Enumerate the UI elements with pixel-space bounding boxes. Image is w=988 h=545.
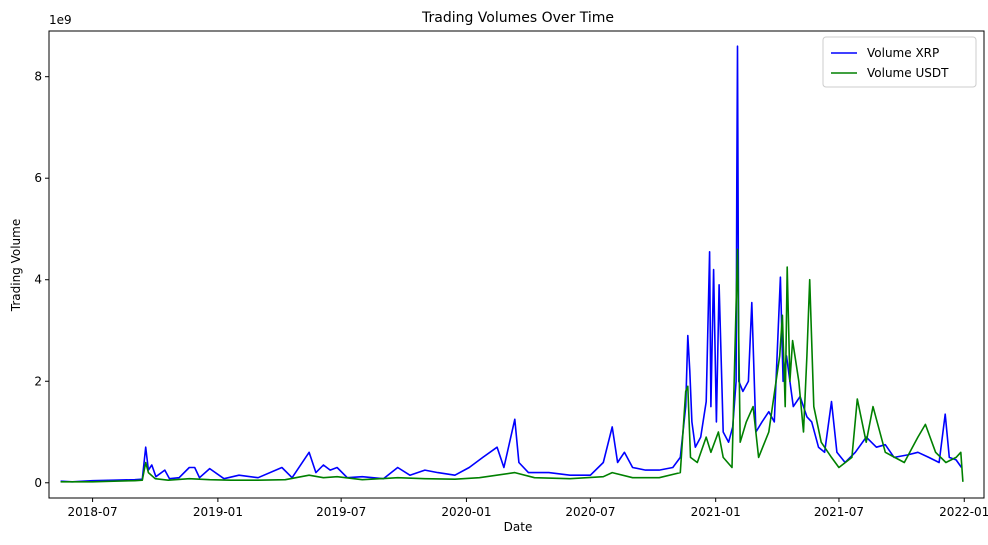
x-tick-label: 2019-01 bbox=[193, 505, 243, 519]
legend-box bbox=[822, 36, 977, 88]
x-tick-label: 2021-01 bbox=[691, 505, 741, 519]
legend-label-0: Volume XRP bbox=[867, 46, 939, 60]
series-line-0 bbox=[60, 45, 963, 483]
y-tick-label: 2 bbox=[34, 374, 42, 388]
x-tick-label: 2018-07 bbox=[68, 505, 118, 519]
y-axis-offset-label: 1e9 bbox=[49, 13, 72, 27]
chart-title: Trading Volumes Over Time bbox=[421, 10, 614, 26]
x-tick-label: 2020-07 bbox=[565, 505, 615, 519]
y-tick-label: 6 bbox=[34, 171, 42, 185]
x-axis-ticks: 2018-07 2019-01 2019-07 2020-01 2020-07 2021-… bbox=[68, 498, 988, 519]
series-layer bbox=[60, 45, 964, 483]
x-tick-label: 2021-07 bbox=[814, 505, 864, 519]
x-tick-label: 2022-01 bbox=[939, 505, 988, 519]
plot-frame bbox=[48, 30, 985, 499]
y-axis-label: Trading Volume bbox=[9, 219, 23, 312]
legend: Volume XRP Volume USDT bbox=[822, 36, 977, 88]
x-tick-label: 2020-01 bbox=[441, 505, 491, 519]
y-tick-label: 4 bbox=[34, 273, 42, 287]
y-tick-label: 0 bbox=[34, 476, 42, 490]
x-axis-label: Date bbox=[504, 520, 533, 534]
y-axis-ticks: 0 2 4 6 8 bbox=[34, 70, 49, 490]
x-tick-label: 2019-07 bbox=[316, 505, 366, 519]
legend-label-1: Volume USDT bbox=[867, 66, 949, 80]
series-line-1 bbox=[60, 248, 964, 483]
y-tick-label: 8 bbox=[34, 70, 42, 84]
